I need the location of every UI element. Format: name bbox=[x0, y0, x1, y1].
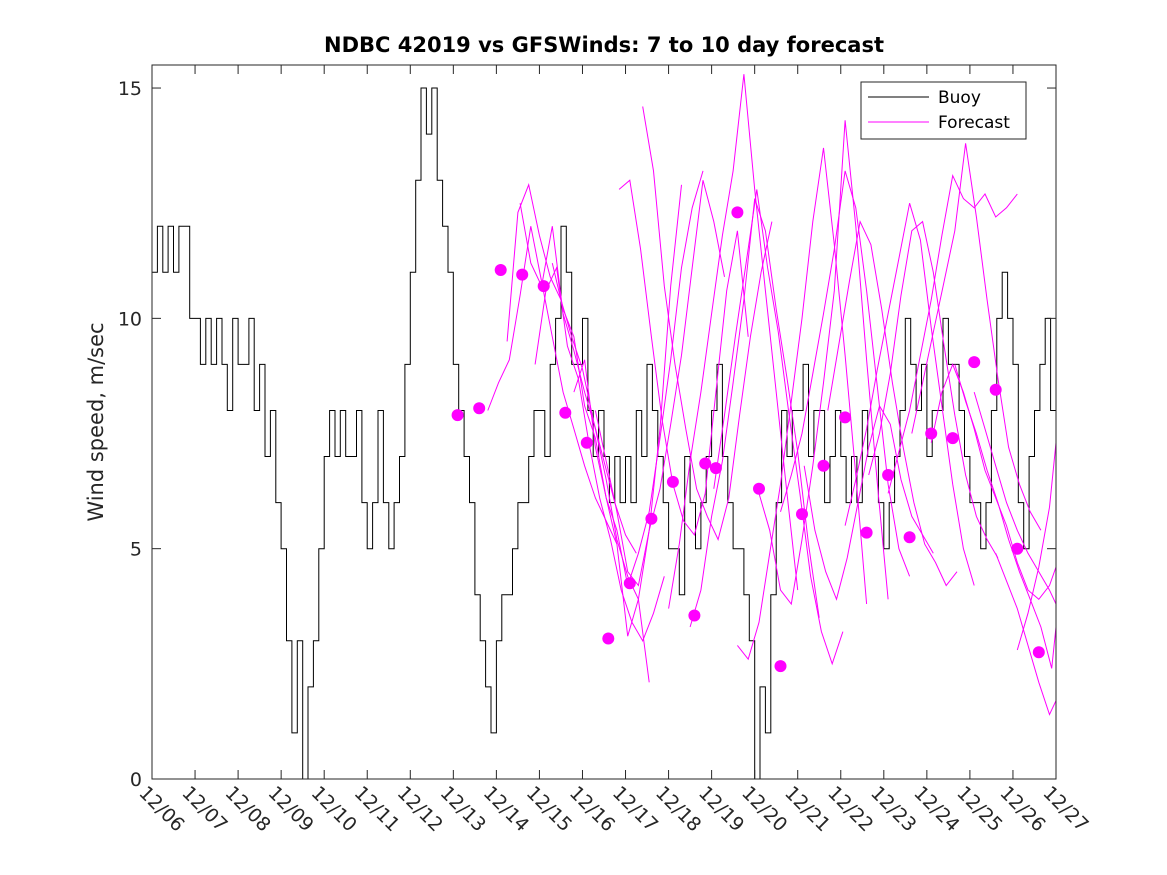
forecast-point bbox=[946, 432, 959, 445]
chart-title: NDBC 42019 vs GFSWinds: 7 to 10 day fore… bbox=[324, 33, 884, 57]
forecast-point bbox=[796, 508, 808, 521]
forecast-line bbox=[844, 203, 975, 586]
forecast-line bbox=[930, 363, 1057, 601]
legend-label-buoy: Buoy bbox=[938, 88, 981, 108]
forecast-line bbox=[594, 180, 725, 587]
forecast-line bbox=[713, 189, 844, 666]
forecast-point bbox=[580, 436, 593, 449]
forecast-point bbox=[623, 577, 636, 590]
axes-box bbox=[151, 64, 1057, 780]
forecast-point bbox=[1011, 542, 1024, 555]
forecast-line bbox=[618, 179, 749, 537]
forecast-point bbox=[451, 409, 464, 422]
forecast-line bbox=[642, 106, 773, 541]
forecast-series bbox=[487, 74, 1057, 716]
forecast-line bbox=[780, 170, 911, 577]
forecast-markers bbox=[451, 206, 1045, 673]
legend: Buoy Forecast bbox=[860, 81, 1027, 140]
y-tick-label: 10 bbox=[118, 308, 142, 330]
forecast-point bbox=[537, 280, 550, 293]
y-tick-label: 0 bbox=[130, 769, 142, 791]
forecast-line bbox=[868, 220, 999, 559]
legend-label-forecast: Forecast bbox=[938, 113, 1010, 133]
forecast-point bbox=[903, 531, 916, 544]
forecast-point bbox=[753, 482, 765, 495]
forecast-line bbox=[487, 226, 618, 545]
y-axis-ticks: 0 5 10 15 bbox=[118, 78, 1056, 791]
forecast-point bbox=[774, 660, 787, 673]
forecast-line bbox=[803, 404, 934, 601]
forecast-point bbox=[688, 609, 701, 622]
forecast-point bbox=[559, 406, 572, 419]
forecast-line bbox=[887, 173, 1018, 494]
y-axis-label: Wind speed, m/sec bbox=[84, 322, 108, 521]
y-tick-label: 15 bbox=[118, 78, 142, 100]
forecast-line bbox=[668, 74, 799, 609]
forecast-point bbox=[882, 469, 895, 481]
forecast-point bbox=[860, 526, 873, 539]
forecast-point bbox=[1032, 646, 1045, 659]
forecast-point bbox=[731, 206, 744, 219]
forecast-point bbox=[516, 268, 529, 281]
forecast-point bbox=[473, 402, 486, 415]
forecast-line bbox=[827, 219, 958, 587]
forecast-point bbox=[709, 462, 722, 475]
forecast-line bbox=[911, 143, 1042, 531]
forecast-point bbox=[494, 264, 507, 276]
forecast-line bbox=[534, 265, 665, 642]
legend-box bbox=[860, 81, 1027, 140]
forecast-point bbox=[645, 512, 658, 525]
forecast-point bbox=[968, 356, 981, 369]
y-tick-label: 5 bbox=[130, 539, 142, 561]
forecast-line bbox=[737, 147, 868, 661]
forecast-point bbox=[666, 475, 679, 488]
forecast-point bbox=[989, 383, 1002, 396]
forecast-line bbox=[758, 120, 889, 606]
forecast-point bbox=[602, 632, 615, 645]
forecast-point bbox=[817, 459, 830, 472]
forecast-line bbox=[573, 170, 704, 588]
forecast-point bbox=[925, 427, 938, 440]
forecast-point bbox=[839, 411, 852, 424]
forecast-line bbox=[551, 184, 682, 637]
forecast-point bbox=[699, 457, 712, 470]
